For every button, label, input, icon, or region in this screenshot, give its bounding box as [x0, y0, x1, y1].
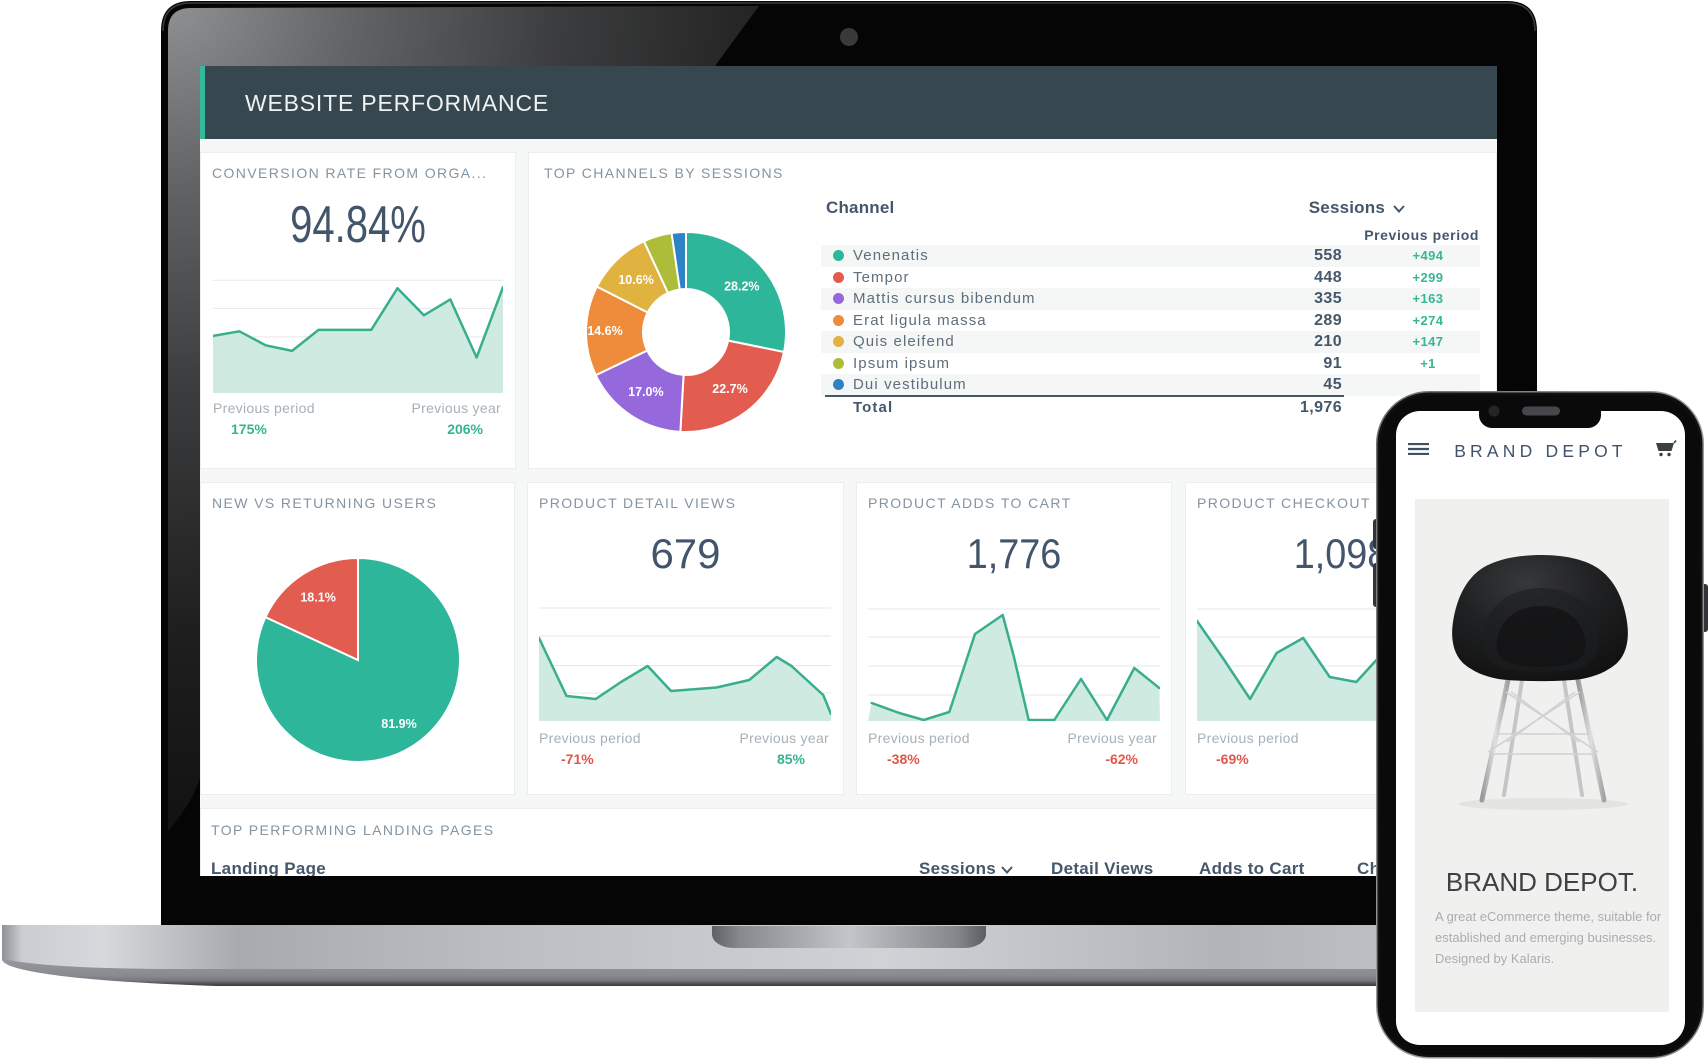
svg-text:10.6%: 10.6% [618, 273, 653, 287]
svg-text:28.2%: 28.2% [724, 280, 759, 294]
svg-text:18.1%: 18.1% [300, 591, 335, 605]
svg-text:81.9%: 81.9% [381, 717, 416, 731]
svg-text:14.6%: 14.6% [587, 324, 622, 338]
svg-text:17.0%: 17.0% [628, 385, 663, 399]
svg-text:22.7%: 22.7% [712, 382, 747, 396]
